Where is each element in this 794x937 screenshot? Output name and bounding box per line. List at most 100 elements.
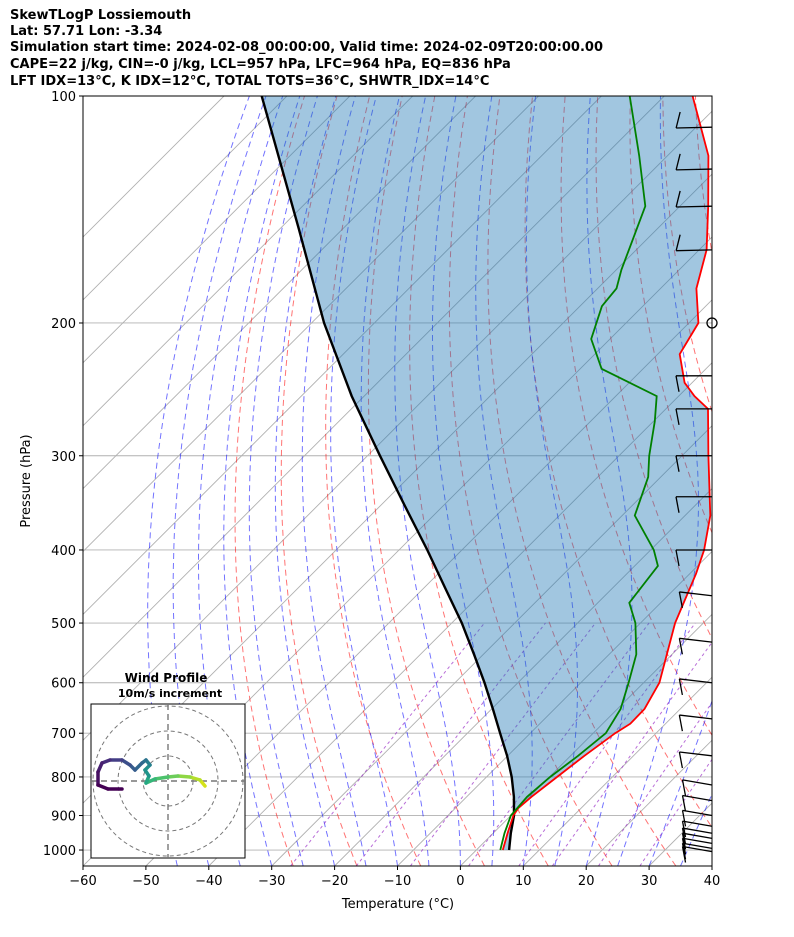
dry-adiabat [629,96,712,534]
y-tick-label: 700 [51,727,76,742]
isotherm-line [83,110,712,741]
moist-adiabat [394,96,461,866]
wind-barb-flag [681,779,687,796]
isotherm-line [83,96,539,553]
isotherm-line [397,550,712,866]
dry-adiabat [761,96,794,866]
y-tick-label: 800 [51,771,76,786]
isotherm-line [460,613,712,866]
moist-adiabat [711,864,712,866]
wind-barb-flag [681,820,687,838]
x-tick-label: 40 [704,874,721,889]
moist-adiabat [301,96,367,866]
moist-adiabat [248,96,318,866]
isotherm-line [83,96,288,301]
dewpoint-line [499,96,659,851]
x-tick-label: 30 [641,874,658,889]
x-tick-label: −20 [321,874,348,889]
wind-barb-flag [675,496,680,513]
moist-adiabat [585,96,633,866]
dry-adiabat [694,96,712,256]
wind-barb [682,842,713,850]
isotherm-line [83,96,225,238]
dry-adiabat [595,96,712,640]
wind-barb-flag [678,751,684,769]
wind-barb-flag [678,714,684,732]
isotherm-line [83,96,476,490]
isotherm-line [775,96,794,866]
x-tick-label: −10 [384,874,411,889]
mixing-ratio-line [551,641,712,866]
moist-adiabat [360,96,430,866]
wind-barb-flag [675,408,680,426]
dry-adiabat [524,96,712,829]
wind-barb [676,168,713,171]
wind-barb-flag [678,591,684,609]
dry-adiabat [662,96,712,414]
wind-barb-flag [681,827,687,845]
wind-barb [676,249,713,252]
wind-barb [682,820,713,827]
dry-adiabat [560,96,712,737]
wind-barb-flag [678,638,684,655]
x-tick-label: −50 [132,874,159,889]
wind-barb [679,714,713,720]
isotherm-line [522,676,712,866]
wind-barb-flag [678,678,684,696]
wind-barb [682,827,713,834]
moist-adiabat [617,96,699,866]
wind-barb [676,205,713,208]
y-tick-label: 300 [51,450,76,465]
location-label: Lat: 57.71 Lon: -3.34 [10,24,163,39]
wind-barb [682,779,713,786]
x-tick-label: 0 [456,874,464,889]
mixing-ratio-line [518,622,696,866]
hodograph-subtitle: 10m/s increment [118,687,222,700]
x-tick-label: −30 [258,874,285,889]
grid-layer [83,96,794,866]
wind-barb-flag [675,190,681,208]
hodograph-title: Wind Profile [125,671,208,685]
mixing-ratio-line [290,622,485,866]
moist-adiabat [475,96,533,866]
isotherm-line [83,96,414,427]
isotherm-line [334,487,712,866]
isotherm-line [145,299,712,866]
wind-barb [682,837,713,845]
wind-barb-flag [675,153,681,171]
series-layer [260,96,712,851]
y-tick-label: 1000 [43,844,76,859]
moist-adiabat [432,96,495,866]
wind-barb-flag [681,846,687,863]
isotherm-line [271,425,712,866]
dry-adiabat [448,96,613,866]
dry-adiabat [409,96,549,866]
wind-barb [676,126,713,129]
wind-barb-flag [681,810,687,827]
mixing-ratio-line [639,758,712,866]
isotherm-line [83,96,665,678]
cape-label: CAPE=22 j/kg, CIN=-0 j/kg, LCL=957 hPa, … [10,57,511,72]
y-tick-label: 100 [51,90,76,105]
index-label: LFT IDX=13°C, K IDX=12°C, TOTAL TOTS=36°… [10,74,490,89]
wind-barb-flag [675,549,680,567]
y-tick-label: 500 [51,617,76,632]
x-tick-label: 20 [578,874,595,889]
wind-barb-flag [675,375,680,392]
mixing-ratio-line [355,622,546,866]
hodograph-trace [96,783,110,791]
dry-adiabat [234,96,305,866]
hodograph-ring [117,730,219,832]
mixing-ratio-line [597,701,712,866]
moist-adiabat [330,96,398,866]
wind-barb [679,751,713,757]
wind-barb [682,832,713,839]
y-tick-label: 900 [51,810,76,825]
dry-adiabat [728,96,794,866]
wind-barb [679,591,713,597]
isotherm-line [83,96,602,616]
isotherm-line [711,865,712,866]
dry-adiabat [487,96,677,866]
dry-adiabat [325,96,422,866]
